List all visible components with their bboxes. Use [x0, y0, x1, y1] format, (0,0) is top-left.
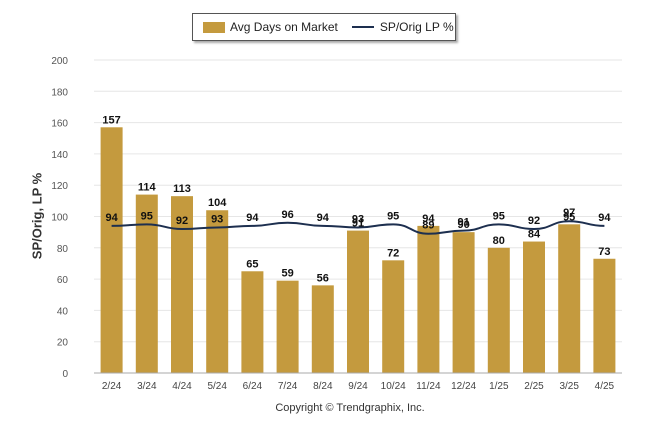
line-value-label: 89	[422, 220, 434, 232]
x-tick-label: 11/24	[416, 381, 441, 392]
x-tick-label: 7/24	[278, 381, 298, 392]
line-series	[111, 220, 605, 235]
bar-7/24	[276, 280, 299, 373]
x-tick-label: 12/24	[451, 381, 476, 392]
bar-value-label: 65	[246, 258, 258, 270]
y-tick-label: 40	[57, 306, 69, 317]
bar-4/25	[593, 258, 616, 373]
y-tick-label: 80	[57, 244, 69, 255]
line-value-label: 94	[598, 212, 611, 224]
legend-bar-swatch	[203, 21, 225, 33]
bar-value-label: 73	[598, 246, 610, 258]
bar-value-label: 91	[352, 218, 364, 230]
y-tick-label: 0	[62, 369, 68, 380]
chart-legend: Avg Days on Market SP/Orig LP %	[192, 13, 456, 41]
x-tick-label: 8/24	[313, 381, 333, 392]
x-tick-label: 3/25	[559, 381, 579, 392]
line-value-label: 96	[281, 209, 293, 221]
data-labels: 157 114 113 104 65 59 56 91 72 94 90 80 84 95 73 94 95 92…	[102, 114, 611, 284]
line-value-label: 94	[105, 212, 118, 224]
y-tick-label: 100	[51, 213, 68, 224]
y-tick-label: 180	[51, 87, 68, 98]
bar-6/24	[241, 271, 264, 373]
bar-8/24	[311, 285, 334, 373]
x-tick-label: 9/24	[348, 381, 368, 392]
bar-2/25	[523, 241, 545, 373]
x-tick-label: 2/24	[102, 381, 122, 392]
line-value-label: 93	[352, 213, 364, 225]
bar-value-label: 104	[208, 197, 227, 209]
bar-value-label: 95	[563, 211, 575, 223]
legend-item-bar[interactable]: Avg Days on Market	[203, 20, 338, 34]
bar-value-label: 80	[493, 235, 505, 247]
line-value-label: 97	[563, 207, 575, 219]
bar-4/24	[171, 196, 193, 373]
bar-value-label: 84	[528, 229, 541, 241]
bar-value-label: 113	[173, 183, 191, 195]
bar-5/24	[206, 210, 229, 373]
bar-3/25	[558, 224, 581, 373]
y-tick-label: 140	[51, 150, 68, 161]
y-tick-label: 60	[57, 275, 69, 286]
line-value-label: 95	[493, 210, 505, 222]
y-tick-label: 20	[57, 338, 69, 349]
x-tick-label: 5/24	[207, 381, 227, 392]
line-value-label: 92	[528, 215, 540, 227]
x-tick-label: 1/25	[489, 381, 509, 392]
bar-value-label: 114	[138, 182, 157, 194]
line-value-label: 95	[387, 210, 399, 222]
bar-series	[100, 127, 616, 373]
bar-value-label: 72	[387, 247, 399, 259]
line-value-label: 94	[317, 212, 330, 224]
x-tick-label: 3/24	[137, 381, 157, 392]
y-tick-label: 160	[51, 119, 68, 130]
y-axis-label: SP/Orig, LP %	[29, 172, 45, 260]
x-tick-label: 4/24	[172, 381, 192, 392]
bar-1/25	[487, 247, 510, 373]
bar-10/24	[382, 260, 405, 373]
bar-2/24	[100, 127, 123, 373]
line-path	[111, 220, 605, 235]
legend-item-line[interactable]: SP/Orig LP %	[351, 20, 454, 34]
y-tick-label: 120	[51, 181, 68, 192]
legend-bar-label: Avg Days on Market	[230, 20, 338, 34]
legend-line-label: SP/Orig LP %	[379, 20, 454, 34]
y-tick-label: 200	[51, 56, 68, 67]
legend-line-swatch	[351, 26, 374, 28]
bar-3/24	[135, 194, 158, 373]
line-value-label: 95	[141, 210, 153, 222]
bar-value-label: 56	[317, 272, 329, 284]
x-tick-label: 4/25	[595, 381, 615, 392]
line-value-label: 93	[211, 213, 223, 225]
chart-axes: 0 20 40 60 80 100 120 140 160 180 200 2/24 3/24 4/24 5…	[51, 56, 622, 392]
bar-9/24	[347, 230, 369, 373]
line-value-label: 92	[176, 215, 188, 227]
line-value-label: 94	[246, 212, 259, 224]
bar-value-label: 157	[102, 114, 120, 126]
line-value-label: 91	[457, 217, 469, 229]
bar-value-label: 59	[281, 268, 293, 280]
x-tick-label: 6/24	[243, 381, 263, 392]
bar-11/24	[417, 225, 440, 373]
x-tick-label: 10/24	[381, 381, 406, 392]
bar-value-label: 94	[422, 213, 435, 225]
bar-value-label: 90	[457, 219, 469, 231]
copyright-notice: Copyright © Trendgraphix, Inc.	[275, 402, 425, 414]
x-tick-label: 2/25	[524, 381, 544, 392]
bar-12/24	[452, 232, 475, 373]
